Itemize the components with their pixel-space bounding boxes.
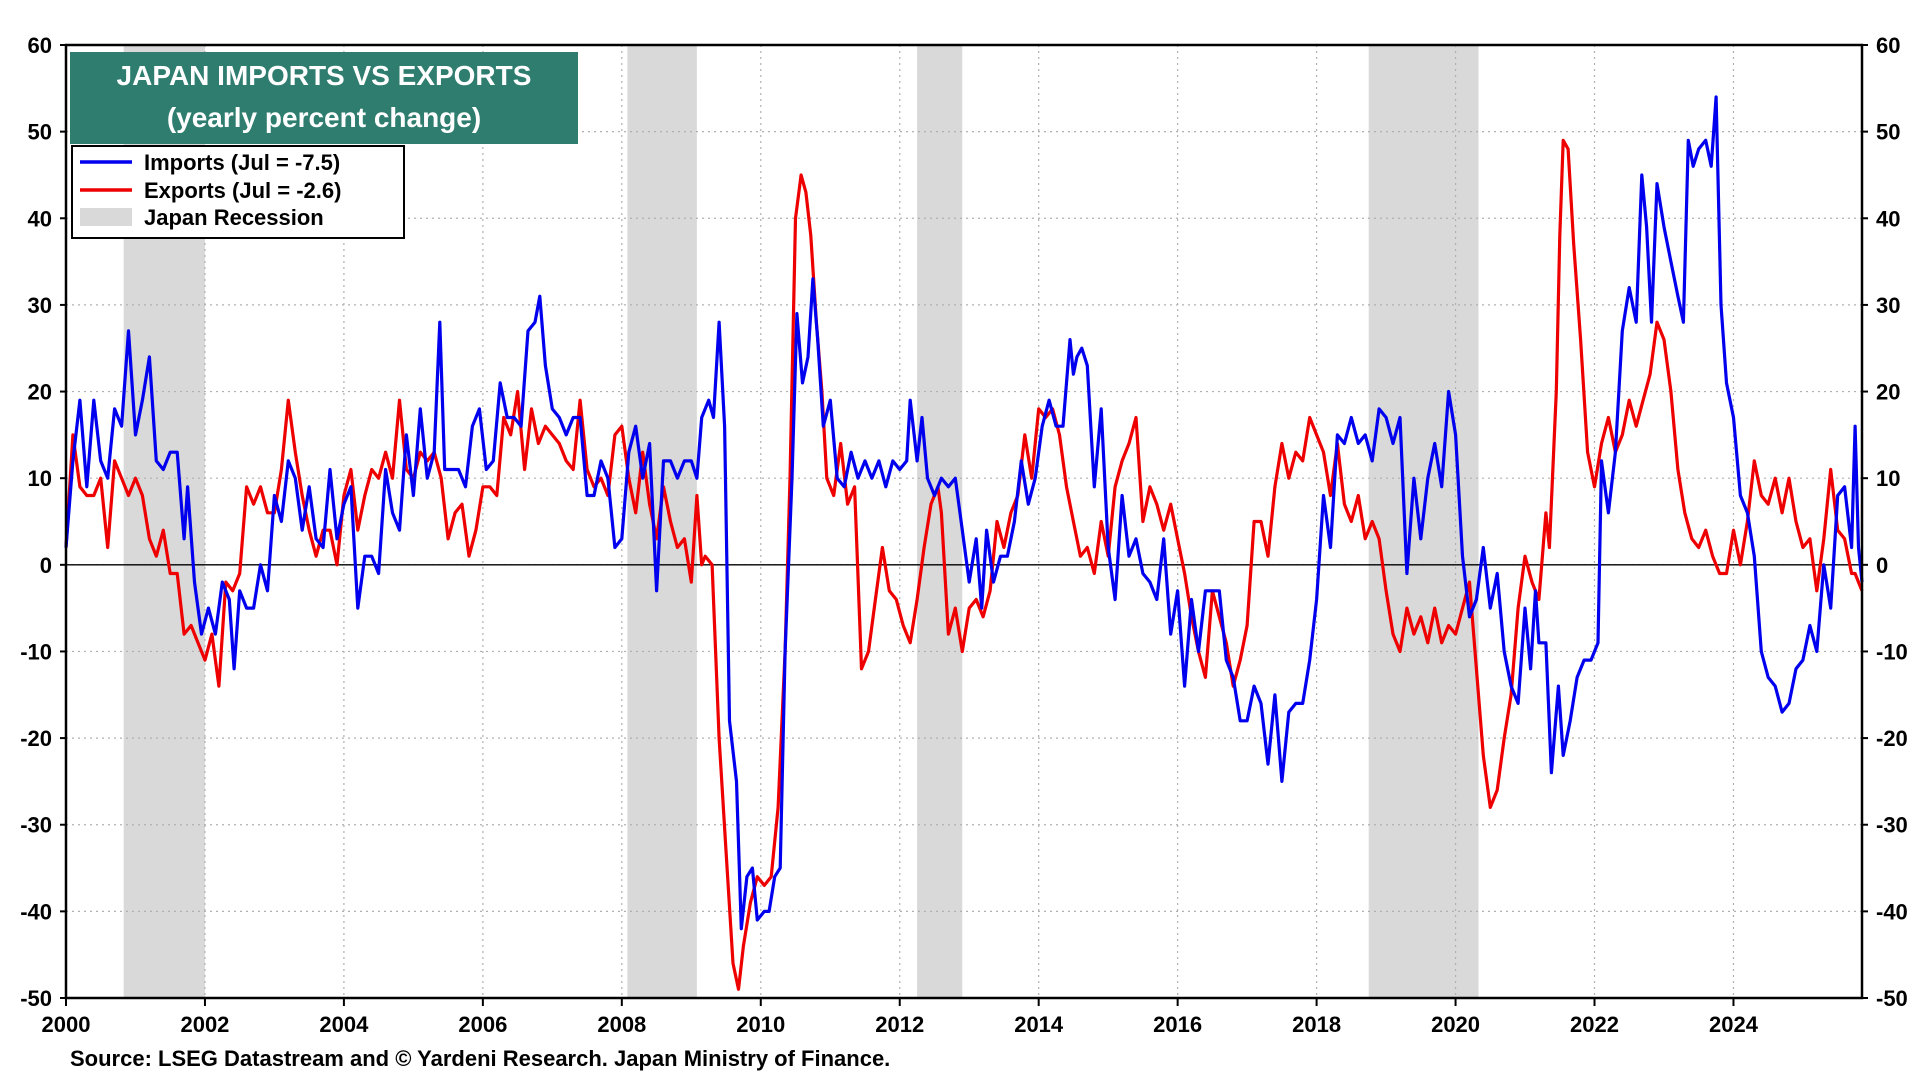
source-note: Source: LSEG Datastream and © Yardeni Re… (70, 1046, 890, 1071)
y-tick-label-left: 30 (28, 293, 52, 318)
legend-label-exports: Exports (Jul = -2.6) (144, 178, 341, 203)
legend-label-imports: Imports (Jul = -7.5) (144, 150, 340, 175)
x-tick-label: 2012 (875, 1012, 924, 1037)
x-tick-label: 2002 (180, 1012, 229, 1037)
y-tick-label-left: -30 (20, 813, 52, 838)
recession-band-1 (627, 45, 697, 998)
legend-label-recession: Japan Recession (144, 205, 324, 230)
y-tick-label-right: 20 (1876, 380, 1900, 405)
x-tick-label: 2010 (736, 1012, 785, 1037)
x-tick-label: 2000 (42, 1012, 91, 1037)
series-lines (64, 95, 1864, 991)
x-tick-label: 2004 (319, 1012, 369, 1037)
legend-swatch-recession (80, 208, 132, 226)
x-tick-label: 2006 (458, 1012, 507, 1037)
chart-subtitle: (yearly percent change) (167, 102, 481, 133)
y-tick-label-left: 50 (28, 120, 52, 145)
title-box: JAPAN IMPORTS VS EXPORTS (yearly percent… (70, 52, 578, 144)
series-line-imports (64, 95, 1864, 931)
chart-title: JAPAN IMPORTS VS EXPORTS (117, 60, 532, 91)
y-tick-label-right: -30 (1876, 813, 1908, 838)
y-tick-label-right: 10 (1876, 466, 1900, 491)
x-tick-label: 2008 (597, 1012, 646, 1037)
y-tick-label-left: -50 (20, 986, 52, 1011)
y-tick-label-left: -40 (20, 899, 52, 924)
y-tick-label-left: -20 (20, 726, 52, 751)
y-tick-label-right: 30 (1876, 293, 1900, 318)
recession-band-2 (917, 45, 963, 998)
y-tick-label-left: -10 (20, 639, 52, 664)
y-tick-label-right: -10 (1876, 639, 1908, 664)
plot-frame (64, 43, 1864, 1000)
y-tick-label-left: 0 (40, 553, 52, 578)
y-tick-label-left: 60 (28, 33, 52, 58)
x-tick-label: 2024 (1709, 1012, 1759, 1037)
y-tick-label-right: -50 (1876, 986, 1908, 1011)
title-background (70, 52, 578, 144)
y-tick-label-left: 10 (28, 466, 52, 491)
x-tick-label: 2018 (1292, 1012, 1341, 1037)
y-tick-label-left: 40 (28, 206, 52, 231)
y-tick-label-right: 60 (1876, 33, 1900, 58)
y-tick-label-left: 20 (28, 380, 52, 405)
y-tick-label-right: 50 (1876, 120, 1900, 145)
legend: Imports (Jul = -7.5) Exports (Jul = -2.6… (71, 145, 405, 239)
y-tick-label-right: 40 (1876, 206, 1900, 231)
x-tick-label: 2016 (1153, 1012, 1202, 1037)
y-tick-label-right: -20 (1876, 726, 1908, 751)
x-tick-label: 2022 (1570, 1012, 1619, 1037)
series-line-exports (64, 138, 1864, 991)
x-tick-label: 2014 (1014, 1012, 1064, 1037)
x-tick-label: 2020 (1431, 1012, 1480, 1037)
y-tick-label-right: 0 (1876, 553, 1888, 578)
y-tick-label-right: -40 (1876, 899, 1908, 924)
